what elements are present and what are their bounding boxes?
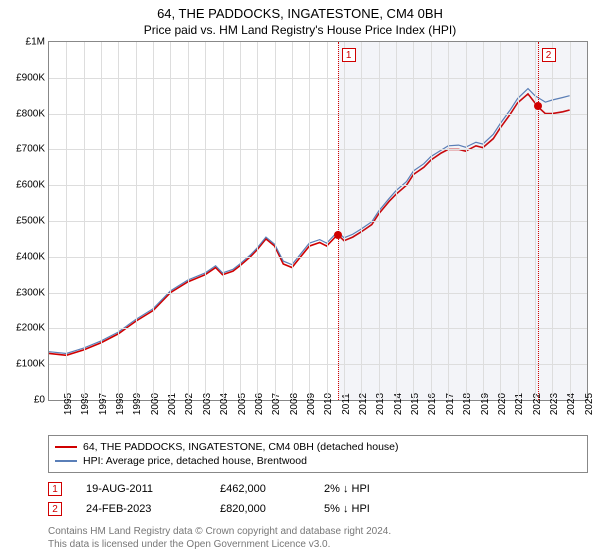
sale-marker-box: 2: [48, 502, 62, 516]
h-gridline: [49, 257, 587, 258]
v-gridline: [153, 42, 154, 400]
sale-event-row: 2 24-FEB-2023 £820,000 5% ↓ HPI: [48, 499, 588, 519]
event-marker-box: 2: [542, 48, 556, 62]
h-gridline: [49, 149, 587, 150]
event-marker-line: [338, 42, 339, 400]
v-gridline: [413, 42, 414, 400]
v-gridline: [361, 42, 362, 400]
v-gridline: [466, 42, 467, 400]
v-gridline: [66, 42, 67, 400]
v-gridline: [136, 42, 137, 400]
v-gridline: [431, 42, 432, 400]
y-axis-label: £200K: [16, 323, 45, 334]
v-gridline: [275, 42, 276, 400]
v-gridline: [500, 42, 501, 400]
y-axis-label: £700K: [16, 144, 45, 155]
v-gridline: [518, 42, 519, 400]
y-axis-label: £600K: [16, 180, 45, 191]
y-axis-label: £0: [34, 395, 45, 406]
sale-marker-box: 1: [48, 482, 62, 496]
h-gridline: [49, 293, 587, 294]
legend-item: HPI: Average price, detached house, Bren…: [55, 454, 581, 468]
sale-vs-hpi: 5% ↓ HPI: [324, 503, 370, 515]
v-gridline: [396, 42, 397, 400]
footer-line-2: This data is licensed under the Open Gov…: [48, 538, 588, 551]
chart-legend: 64, THE PADDOCKS, INGATESTONE, CM4 0BH (…: [48, 435, 588, 473]
v-gridline: [570, 42, 571, 400]
v-gridline: [327, 42, 328, 400]
event-marker-box: 1: [342, 48, 356, 62]
v-gridline: [535, 42, 536, 400]
v-gridline: [552, 42, 553, 400]
h-gridline: [49, 221, 587, 222]
footer-line-1: Contains HM Land Registry data © Crown c…: [48, 525, 588, 538]
h-gridline: [49, 364, 587, 365]
y-axis-label: £300K: [16, 287, 45, 298]
x-axis-label: 2026: [587, 393, 600, 415]
v-gridline: [118, 42, 119, 400]
v-gridline: [188, 42, 189, 400]
v-gridline: [205, 42, 206, 400]
price-chart: £0£100K£200K£300K£400K£500K£600K£700K£80…: [48, 41, 588, 401]
v-gridline: [257, 42, 258, 400]
y-axis-label: £800K: [16, 108, 45, 119]
y-axis-label: £100K: [16, 359, 45, 370]
v-gridline: [379, 42, 380, 400]
sale-price: £462,000: [220, 483, 300, 495]
v-gridline: [240, 42, 241, 400]
sale-event-row: 1 19-AUG-2011 £462,000 2% ↓ HPI: [48, 479, 588, 499]
legend-label: HPI: Average price, detached house, Bren…: [83, 455, 307, 467]
footer-attribution: Contains HM Land Registry data © Crown c…: [48, 525, 588, 551]
y-axis-label: £500K: [16, 216, 45, 227]
h-gridline: [49, 78, 587, 79]
event-marker-dot: [534, 102, 542, 110]
h-gridline: [49, 185, 587, 186]
chart-subtitle: Price paid vs. HM Land Registry's House …: [0, 21, 600, 41]
sale-price: £820,000: [220, 503, 300, 515]
sale-vs-hpi: 2% ↓ HPI: [324, 483, 370, 495]
v-gridline: [483, 42, 484, 400]
v-gridline: [292, 42, 293, 400]
y-axis-label: £400K: [16, 251, 45, 262]
v-gridline: [101, 42, 102, 400]
event-marker-line: [538, 42, 539, 400]
v-gridline: [170, 42, 171, 400]
y-axis-label: £900K: [16, 72, 45, 83]
legend-label: 64, THE PADDOCKS, INGATESTONE, CM4 0BH (…: [83, 441, 399, 453]
v-gridline: [84, 42, 85, 400]
h-gridline: [49, 328, 587, 329]
chart-title-address: 64, THE PADDOCKS, INGATESTONE, CM4 0BH: [0, 0, 600, 21]
v-gridline: [309, 42, 310, 400]
legend-swatch: [55, 460, 77, 462]
v-gridline: [448, 42, 449, 400]
v-gridline: [223, 42, 224, 400]
sale-events-table: 1 19-AUG-2011 £462,000 2% ↓ HPI 2 24-FEB-2023…: [48, 479, 588, 519]
sale-date: 19-AUG-2011: [86, 483, 196, 495]
y-axis-label: £1M: [26, 37, 45, 48]
legend-swatch: [55, 446, 77, 448]
v-gridline: [344, 42, 345, 400]
sale-date: 24-FEB-2023: [86, 503, 196, 515]
h-gridline: [49, 114, 587, 115]
legend-item: 64, THE PADDOCKS, INGATESTONE, CM4 0BH (…: [55, 440, 581, 454]
event-marker-dot: [334, 231, 342, 239]
